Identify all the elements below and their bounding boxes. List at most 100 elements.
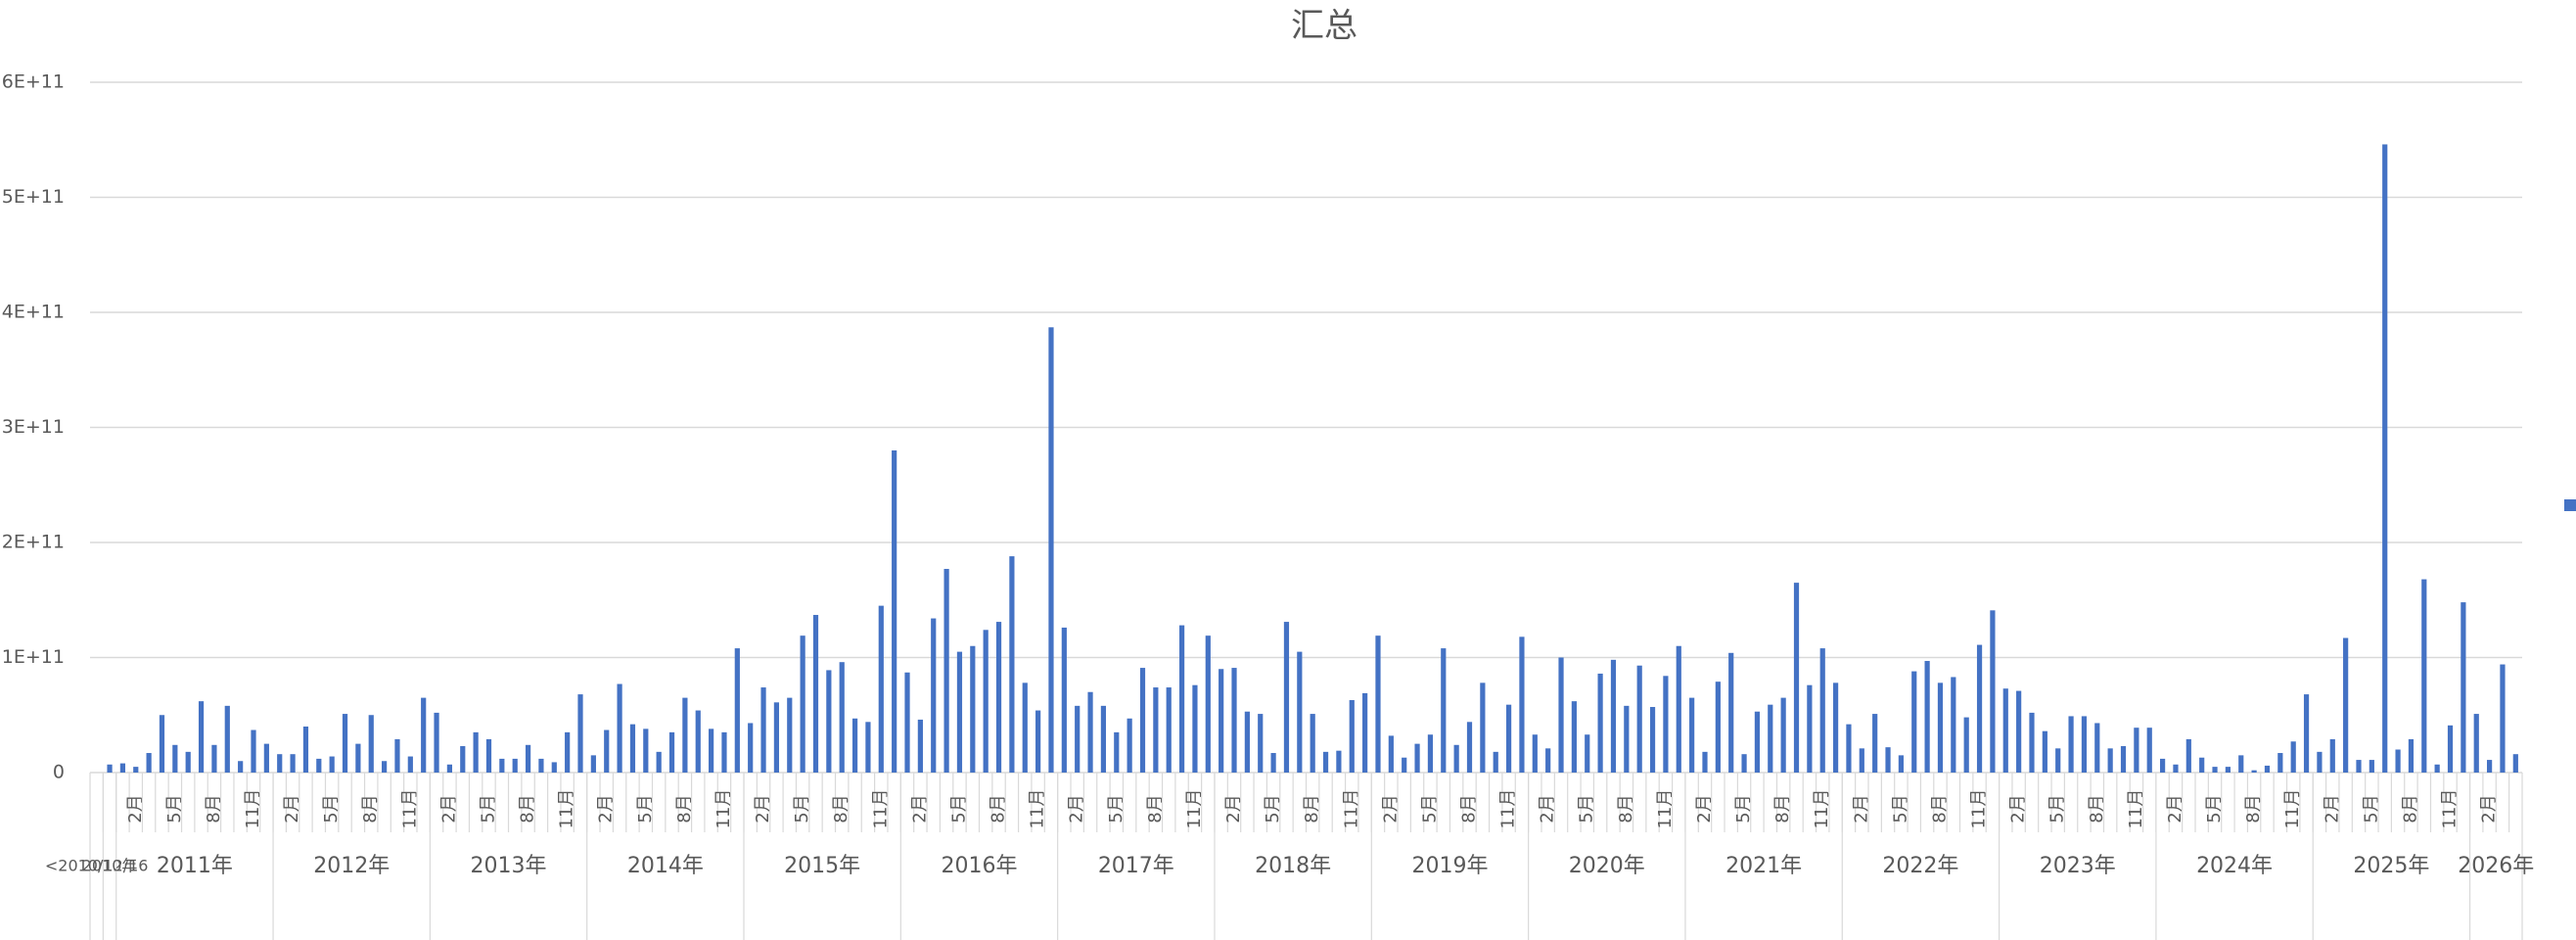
x-tick-label: 11月 (1655, 789, 1676, 829)
bar (1414, 743, 1420, 773)
bar (1585, 734, 1590, 773)
bar (1178, 625, 1185, 773)
bar (826, 670, 832, 773)
bar (1663, 676, 1669, 773)
bar (382, 761, 388, 773)
bar (238, 761, 244, 773)
x-tick-label: 2月 (596, 794, 617, 822)
bar (734, 648, 740, 773)
bar (2159, 758, 2166, 773)
x-tick-label: 11月 (243, 789, 263, 829)
bar (2134, 728, 2139, 773)
bar (1402, 757, 1407, 773)
bar (1636, 665, 1642, 773)
bar (2395, 749, 2401, 773)
bar (1885, 747, 1891, 773)
x-tick-label: 8月 (1145, 794, 1166, 822)
bar (2212, 767, 2218, 773)
x-tick-label: 2月 (2479, 794, 2500, 822)
bar (446, 764, 453, 773)
bar (1571, 701, 1577, 773)
bar (460, 745, 466, 773)
bar (1205, 635, 1211, 773)
bar (1741, 754, 1747, 773)
x-tick-label: 5月 (2204, 794, 2225, 822)
x-tick-label: 5月 (635, 794, 656, 822)
bar (2225, 767, 2231, 773)
group-label: 2010年 (82, 857, 138, 875)
bar (1087, 691, 1093, 773)
bar (1990, 610, 1996, 773)
bar (904, 672, 910, 773)
bar (1624, 705, 1630, 773)
bar (1310, 714, 1315, 773)
x-tick-label: 2月 (2165, 794, 2185, 822)
x-tick-label: 11月 (1969, 789, 1990, 829)
bar (695, 710, 701, 773)
bar (1924, 661, 1930, 773)
bar (1780, 697, 1786, 773)
bar (1951, 677, 1956, 773)
bar (394, 738, 400, 773)
bar (1427, 734, 1434, 773)
bar (709, 728, 714, 773)
bar (1362, 692, 1368, 773)
x-tick-label: 8月 (2087, 794, 2107, 822)
bar (2029, 712, 2035, 773)
bar (263, 743, 269, 773)
bar (1937, 682, 1944, 773)
x-tick-label: 5月 (1419, 794, 1440, 822)
bar (329, 756, 335, 773)
bar (1166, 687, 1172, 773)
bar (302, 727, 309, 773)
bar (1545, 748, 1551, 773)
x-tick-label: 5月 (792, 794, 812, 822)
bar (1754, 711, 1761, 773)
x-tick-label: 8月 (518, 794, 538, 822)
bar (1219, 669, 1224, 773)
bar (2107, 748, 2113, 773)
bar (682, 697, 688, 773)
bar (2016, 690, 2022, 773)
bar (773, 702, 780, 773)
bar (617, 683, 622, 773)
bar (1349, 699, 1355, 773)
bar (1322, 751, 1329, 773)
bar (760, 687, 766, 773)
bar (2382, 144, 2388, 773)
bar (1911, 671, 1917, 773)
group-label: 2019年 (1411, 854, 1488, 878)
x-tick-label: 11月 (2282, 789, 2303, 829)
x-tick-label: 8月 (1772, 794, 1793, 822)
bar (604, 729, 610, 773)
bar (878, 605, 884, 773)
bar (1283, 622, 1290, 773)
bar (577, 694, 583, 773)
bar (2055, 748, 2061, 773)
bar (1231, 668, 1237, 773)
group-label: 2021年 (1725, 854, 1802, 878)
y-tick-label: 6E+11 (2, 71, 65, 93)
bar (1035, 710, 1041, 773)
bar (943, 569, 949, 773)
bar (1139, 668, 1146, 773)
bar (2042, 730, 2047, 773)
x-tick-label: 5月 (1263, 794, 1283, 822)
bar (2002, 688, 2008, 773)
bar (1127, 718, 1132, 773)
bar (473, 731, 479, 773)
x-tick-label: 8月 (2243, 794, 2264, 822)
bar (2081, 716, 2088, 773)
bar (499, 758, 505, 773)
bar (2356, 760, 2362, 773)
bar (2343, 637, 2349, 773)
bar (1558, 657, 1564, 773)
bar (2473, 714, 2479, 773)
group-label: <2010/12/16 (45, 857, 149, 875)
bar (551, 762, 557, 773)
bar (892, 450, 897, 773)
x-tick-label: 2月 (1380, 794, 1401, 822)
bar (865, 722, 871, 773)
bar (656, 751, 662, 773)
bar (1768, 704, 1773, 773)
